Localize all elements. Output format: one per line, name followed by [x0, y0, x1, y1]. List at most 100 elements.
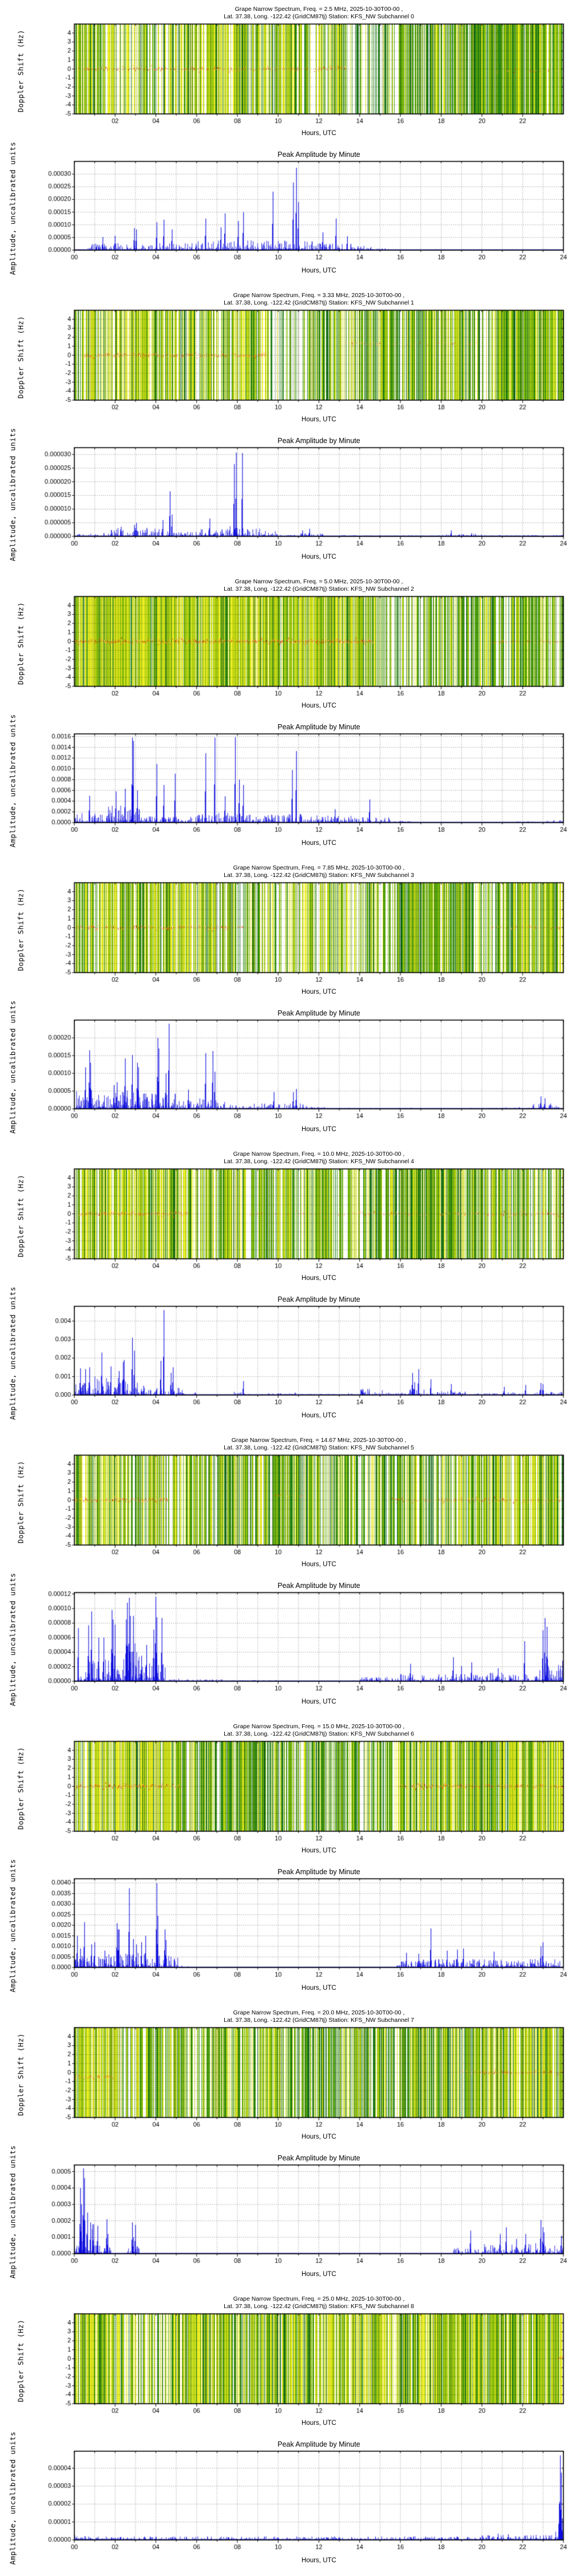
spectrum-plot-area: Doppler Shift (Hz)	[0, 1167, 572, 1274]
amplitude-bar-canvas	[0, 1304, 572, 1412]
spectrum-title: Grape Narrow Spectrum, Freq. = 20.0 MHz,…	[74, 2009, 563, 2024]
spectrum-title: Grape Narrow Spectrum, Freq. = 14.67 MHz…	[74, 1437, 563, 1452]
amplitude-title: Peak Amplitude by Minute	[277, 2440, 360, 2448]
spectrum-x-axis-label: Hours, UTC	[301, 2420, 336, 2427]
spectrum-figure: Grape Narrow Spectrum, Freq. = 3.33 MHz,…	[0, 292, 572, 423]
spectrum-title-line1: Grape Narrow Spectrum, Freq. = 20.0 MHz,…	[233, 2009, 405, 2016]
spectrum-title: Grape Narrow Spectrum, Freq. = 3.33 MHz,…	[74, 292, 563, 307]
amplitude-plot-area: Amplitude, uncalibrated units	[0, 142, 572, 275]
amplitude-plot-area: Amplitude, uncalibrated units	[0, 714, 572, 847]
spectrum-x-axis-label: Hours, UTC	[301, 989, 336, 995]
spectrum-x-axis-label: Hours, UTC	[301, 416, 336, 423]
spectrum-figure: Grape Narrow Spectrum, Freq. = 15.0 MHz,…	[0, 1723, 572, 1854]
spectrum-heatmap-canvas	[0, 880, 572, 988]
spectrum-plot-area: Doppler Shift (Hz)	[0, 594, 572, 702]
spectrum-y-axis-label: Doppler Shift (Hz)	[16, 1460, 25, 1544]
amplitude-plot-area: Amplitude, uncalibrated units	[0, 428, 572, 561]
spectrum-figure: Grape Narrow Spectrum, Freq. = 10.0 MHz,…	[0, 1151, 572, 1282]
amplitude-y-axis-label: Amplitude, uncalibrated units	[8, 2431, 17, 2565]
spectrum-plot-area: Doppler Shift (Hz)	[0, 2312, 572, 2419]
spectrum-title-line1: Grape Narrow Spectrum, Freq. = 15.0 MHz,…	[233, 1723, 405, 1730]
amplitude-title: Peak Amplitude by Minute	[277, 723, 360, 731]
spectrum-title-line1: Grape Narrow Spectrum, Freq. = 14.67 MHz…	[231, 1437, 407, 1444]
subchannel-section: Grape Narrow Spectrum, Freq. = 14.67 MHz…	[0, 1431, 572, 1717]
amplitude-plot-area: Amplitude, uncalibrated units	[0, 1859, 572, 1992]
spectrum-title: Grape Narrow Spectrum, Freq. = 10.0 MHz,…	[74, 1151, 563, 1165]
spectrum-figure: Grape Narrow Spectrum, Freq. = 25.0 MHz,…	[0, 2296, 572, 2427]
spectrum-title: Grape Narrow Spectrum, Freq. = 5.0 MHz, …	[74, 578, 563, 593]
amplitude-y-axis-label: Amplitude, uncalibrated units	[8, 141, 17, 275]
amplitude-y-axis-label: Amplitude, uncalibrated units	[8, 2145, 17, 2279]
amplitude-x-axis-label: Hours, UTC	[301, 1985, 336, 1992]
subchannel-section: Grape Narrow Spectrum, Freq. = 10.0 MHz,…	[0, 1145, 572, 1431]
spectrum-title-line1: Grape Narrow Spectrum, Freq. = 25.0 MHz,…	[233, 2296, 405, 2302]
amplitude-plot-area: Amplitude, uncalibrated units	[0, 2432, 572, 2565]
amplitude-x-axis-label: Hours, UTC	[301, 1412, 336, 1419]
amplitude-figure: Peak Amplitude by Minute Amplitude, unca…	[0, 2146, 572, 2278]
spectrum-title-line2: Lat. 37.38, Long. -122.42 (GridCM87tj) S…	[224, 1158, 414, 1165]
spectrum-title: Grape Narrow Spectrum, Freq. = 25.0 MHz,…	[74, 2296, 563, 2310]
spectrum-y-axis-label: Doppler Shift (Hz)	[16, 1174, 25, 1258]
amplitude-figure: Peak Amplitude by Minute Amplitude, unca…	[0, 1859, 572, 1992]
spectrum-title: Grape Narrow Spectrum, Freq. = 7.85 MHz,…	[74, 864, 563, 879]
spectrum-heatmap-canvas	[0, 594, 572, 702]
amplitude-plot-area: Amplitude, uncalibrated units	[0, 1001, 572, 1133]
spectrum-figure: Grape Narrow Spectrum, Freq. = 2.5 MHz, …	[0, 6, 572, 137]
amplitude-x-axis-label: Hours, UTC	[301, 1126, 336, 1133]
amplitude-x-axis-label: Hours, UTC	[301, 554, 336, 560]
subchannel-section: Grape Narrow Spectrum, Freq. = 20.0 MHz,…	[0, 2004, 572, 2290]
amplitude-title: Peak Amplitude by Minute	[277, 1295, 360, 1303]
spectrum-heatmap-canvas	[0, 1167, 572, 1274]
amplitude-y-axis-label: Amplitude, uncalibrated units	[8, 1573, 17, 1706]
amplitude-x-axis-label: Hours, UTC	[301, 2557, 336, 2564]
subchannel-section: Grape Narrow Spectrum, Freq. = 25.0 MHz,…	[0, 2290, 572, 2576]
amplitude-figure: Peak Amplitude by Minute Amplitude, unca…	[0, 142, 572, 275]
spectrum-title-line2: Lat. 37.38, Long. -122.42 (GridCM87tj) S…	[224, 2017, 414, 2024]
amplitude-title: Peak Amplitude by Minute	[277, 1868, 360, 1876]
amplitude-bar-canvas	[0, 732, 572, 839]
amplitude-bar-canvas	[0, 1590, 572, 1698]
spectrum-y-axis-label: Doppler Shift (Hz)	[16, 29, 25, 113]
subchannel-section: Grape Narrow Spectrum, Freq. = 7.85 MHz,…	[0, 859, 572, 1145]
amplitude-plot-area: Amplitude, uncalibrated units	[0, 1287, 572, 1420]
amplitude-y-axis-label: Amplitude, uncalibrated units	[8, 1000, 17, 1134]
amplitude-y-axis-label: Amplitude, uncalibrated units	[8, 1859, 17, 1993]
spectrum-title-line2: Lat. 37.38, Long. -122.42 (GridCM87tj) S…	[224, 299, 414, 306]
spectrum-heatmap-canvas	[0, 22, 572, 129]
amplitude-bar-canvas	[0, 1876, 572, 1984]
spectrum-heatmap-canvas	[0, 2025, 572, 2133]
spectrum-title-line1: Grape Narrow Spectrum, Freq. = 3.33 MHz,…	[233, 292, 405, 299]
amplitude-title: Peak Amplitude by Minute	[277, 151, 360, 159]
spectrum-title-line2: Lat. 37.38, Long. -122.42 (GridCM87tj) S…	[224, 1730, 414, 1737]
spectrum-figure: Grape Narrow Spectrum, Freq. = 20.0 MHz,…	[0, 2009, 572, 2140]
amplitude-x-axis-label: Hours, UTC	[301, 2271, 336, 2278]
amplitude-y-axis-label: Amplitude, uncalibrated units	[8, 1286, 17, 1420]
amplitude-bar-canvas	[0, 1018, 572, 1125]
spectrum-title-line2: Lat. 37.38, Long. -122.42 (GridCM87tj) S…	[224, 13, 414, 20]
spectrum-title-line2: Lat. 37.38, Long. -122.42 (GridCM87tj) S…	[224, 2303, 414, 2310]
spectrum-title-line1: Grape Narrow Spectrum, Freq. = 10.0 MHz,…	[233, 1151, 405, 1157]
spectrum-plot-area: Doppler Shift (Hz)	[0, 308, 572, 416]
spectrum-x-axis-label: Hours, UTC	[301, 2134, 336, 2140]
amplitude-figure: Peak Amplitude by Minute Amplitude, unca…	[0, 714, 572, 847]
amplitude-bar-canvas	[0, 2163, 572, 2270]
amplitude-title: Peak Amplitude by Minute	[277, 1582, 360, 1590]
subchannel-section: Grape Narrow Spectrum, Freq. = 2.5 MHz, …	[0, 0, 572, 286]
amplitude-plot-area: Amplitude, uncalibrated units	[0, 2146, 572, 2278]
amplitude-x-axis-label: Hours, UTC	[301, 1698, 336, 1705]
spectrum-title-line2: Lat. 37.38, Long. -122.42 (GridCM87tj) S…	[224, 586, 414, 592]
spectrum-x-axis-label: Hours, UTC	[301, 702, 336, 709]
amplitude-y-axis-label: Amplitude, uncalibrated units	[8, 428, 17, 562]
spectrum-y-axis-label: Doppler Shift (Hz)	[16, 315, 25, 399]
amplitude-title: Peak Amplitude by Minute	[277, 1009, 360, 1017]
amplitude-figure: Peak Amplitude by Minute Amplitude, unca…	[0, 1001, 572, 1133]
amplitude-plot-area: Amplitude, uncalibrated units	[0, 1573, 572, 1706]
spectrum-x-axis-label: Hours, UTC	[301, 1561, 336, 1568]
amplitude-figure: Peak Amplitude by Minute Amplitude, unca…	[0, 1287, 572, 1420]
subchannel-section: Grape Narrow Spectrum, Freq. = 5.0 MHz, …	[0, 572, 572, 859]
amplitude-bar-canvas	[0, 445, 572, 553]
amplitude-figure: Peak Amplitude by Minute Amplitude, unca…	[0, 1573, 572, 1706]
amplitude-figure: Peak Amplitude by Minute Amplitude, unca…	[0, 428, 572, 561]
spectrum-plot-area: Doppler Shift (Hz)	[0, 880, 572, 988]
